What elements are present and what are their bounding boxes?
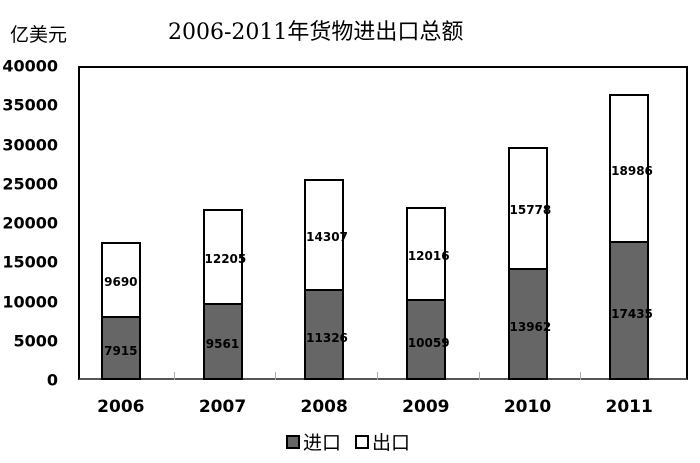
stacked-bar: 11326 14307 xyxy=(304,178,348,380)
import-value-label: 7915 xyxy=(104,343,138,358)
import-segment xyxy=(407,299,444,378)
legend-import-label: 进口 xyxy=(303,432,342,454)
import-value-label: 11326 xyxy=(306,330,348,345)
export-value-label: 9690 xyxy=(104,274,138,289)
x-tick-label: 2009 xyxy=(402,397,450,417)
x-tick-label: 2008 xyxy=(300,397,348,417)
import-segment xyxy=(102,315,139,378)
plot-area xyxy=(78,66,688,380)
import-segment xyxy=(509,268,546,378)
import-value-label: 17435 xyxy=(611,306,653,321)
stacked-bar: 10059 12016 xyxy=(405,206,450,380)
import-value-label: 13962 xyxy=(509,320,552,335)
stacked-bar: 7915 9690 xyxy=(100,241,141,380)
x-tick-label: 2007 xyxy=(198,397,247,417)
legend-export-label: 出口 xyxy=(372,432,411,454)
x-tick-label: 2006 xyxy=(97,397,145,417)
x-tick-mark xyxy=(478,372,480,380)
chart-title: 2006-2011年货物进出口总额 xyxy=(168,20,464,45)
x-tick-mark xyxy=(580,372,582,380)
y-tick-label: 20000 xyxy=(2,213,58,233)
legend: 进口 出口 xyxy=(286,428,410,455)
import-segment xyxy=(306,289,343,378)
x-tick-label: 2010 xyxy=(503,397,552,417)
stacked-bar: 13962 15778 xyxy=(507,146,552,380)
export-value-label: 14307 xyxy=(306,229,348,244)
export-value-label: 15778 xyxy=(509,203,552,218)
import-swatch-icon xyxy=(286,434,300,449)
y-axis-unit: 亿美元 xyxy=(10,24,68,46)
import-segment xyxy=(611,241,648,378)
x-tick-mark xyxy=(173,372,175,380)
y-tick-label: 40000 xyxy=(2,56,58,76)
x-tick-mark xyxy=(377,372,378,380)
y-tick-label: 5000 xyxy=(13,331,58,351)
y-tick-label: 10000 xyxy=(2,292,58,311)
y-tick-label: 15000 xyxy=(2,252,58,272)
y-tick-label: 35000 xyxy=(2,95,58,115)
stacked-bar: 17435 18986 xyxy=(609,94,653,380)
x-tick-label: 2011 xyxy=(605,397,653,417)
import-segment xyxy=(204,302,241,378)
export-value-label: 12205 xyxy=(204,252,247,267)
x-tick-mark xyxy=(275,372,277,380)
y-tick-label: 30000 xyxy=(2,135,58,154)
export-value-label: 12016 xyxy=(407,248,450,263)
stacked-bar: 9561 12205 xyxy=(202,209,247,380)
import-value-label: 10059 xyxy=(407,335,450,350)
export-swatch-icon xyxy=(355,434,370,449)
y-tick-label: 0 xyxy=(46,370,58,390)
y-tick-label: 25000 xyxy=(2,174,58,194)
export-value-label: 18986 xyxy=(611,163,653,178)
import-value-label: 9561 xyxy=(205,337,240,352)
